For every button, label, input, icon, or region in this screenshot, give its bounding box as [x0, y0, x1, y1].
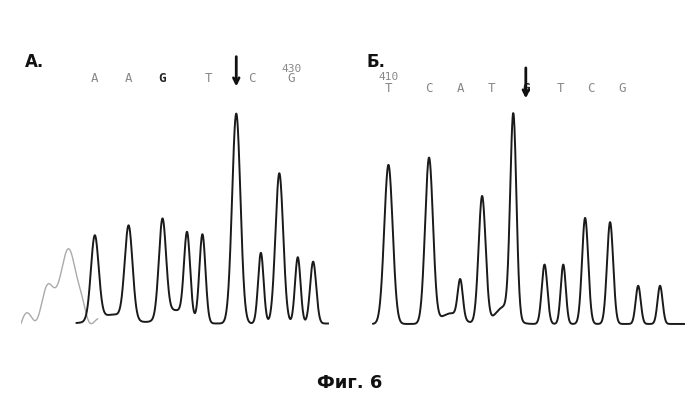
Text: T: T	[488, 82, 495, 95]
Text: Б.: Б.	[367, 53, 386, 71]
Text: C: C	[248, 72, 255, 85]
Text: G: G	[619, 82, 626, 95]
Text: 410: 410	[378, 72, 398, 82]
Text: T: T	[384, 82, 392, 95]
Text: G: G	[288, 72, 296, 85]
Text: C: C	[425, 82, 433, 95]
Text: T: T	[556, 82, 564, 95]
Text: G: G	[159, 72, 166, 85]
Text: A: A	[456, 82, 464, 95]
Text: А.: А.	[24, 53, 44, 71]
Text: T: T	[205, 72, 212, 85]
Text: A: A	[125, 72, 132, 85]
Text: Фиг. 6: Фиг. 6	[317, 374, 382, 392]
Text: C: C	[588, 82, 595, 95]
Text: A: A	[91, 72, 99, 85]
Text: G: G	[522, 82, 530, 95]
Text: 430: 430	[282, 64, 302, 74]
